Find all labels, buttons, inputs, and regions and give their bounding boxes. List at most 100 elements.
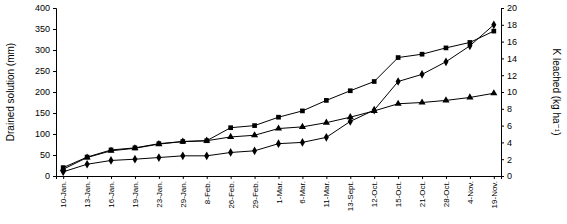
marker <box>395 100 402 106</box>
tick-mark <box>494 176 495 179</box>
tick: 250 <box>35 66 56 76</box>
marker <box>228 125 233 130</box>
tick: 300 <box>35 45 56 55</box>
tick-mark <box>53 113 56 114</box>
marker <box>490 89 497 95</box>
marker <box>372 106 377 115</box>
tick-mark <box>53 29 56 30</box>
tick-mark <box>53 134 56 135</box>
tick-label: 200 <box>35 87 50 97</box>
marker <box>107 147 114 153</box>
y-axis-title: Drained solution (mm) <box>5 43 16 141</box>
tick-label: 150 <box>35 108 50 118</box>
tick: 16-Jan. <box>107 176 116 208</box>
tick: 13-Sept. <box>346 176 355 211</box>
tick: 100 <box>35 129 56 139</box>
tick-mark <box>501 25 504 26</box>
tick-mark <box>501 92 504 93</box>
tick-mark <box>501 126 504 127</box>
tick: 400 <box>35 3 56 13</box>
tick-label: 50 <box>40 150 50 160</box>
tick-mark <box>53 155 56 156</box>
marker <box>372 79 377 84</box>
marker <box>300 109 305 114</box>
tick-mark <box>350 176 351 179</box>
tick: 26-Feb. <box>227 176 236 209</box>
marker <box>467 41 472 50</box>
tick-mark <box>501 75 504 76</box>
y2-axis-title: K leached (kg ha⁻¹) <box>551 49 562 136</box>
tick: 350 <box>35 24 56 34</box>
y2-axis-line <box>502 9 505 177</box>
tick-label: 2 <box>507 155 512 165</box>
tick-mark <box>470 176 471 179</box>
tick-label: 15-Oct. <box>394 181 403 207</box>
tick-mark <box>231 176 232 179</box>
x-axis-line <box>57 177 502 180</box>
y2-axis: 02468101214161820 <box>501 3 517 181</box>
tick-label: 1-Mar. <box>275 181 284 204</box>
tick-label: 0 <box>507 171 512 181</box>
marker <box>299 123 306 129</box>
marker <box>348 88 353 93</box>
tick: 150 <box>35 108 56 118</box>
tick-mark <box>255 176 256 179</box>
tick-label: 11-Mar. <box>322 181 331 208</box>
tick-label: 13-Sept. <box>346 181 355 211</box>
tick-label: 0 <box>45 171 50 181</box>
tick-label: 16 <box>507 37 517 47</box>
marker <box>324 133 329 142</box>
tick-mark <box>111 176 112 179</box>
tick-mark <box>422 176 423 179</box>
tick-label: 19-Nov. <box>490 181 499 208</box>
marker <box>396 77 401 86</box>
tick-mark <box>53 176 56 177</box>
tick-label: 16-Jan. <box>107 181 116 208</box>
tick-mark <box>207 176 208 179</box>
tick-label: 12 <box>507 71 517 81</box>
tick: 11-Mar. <box>322 176 331 208</box>
tick-label: 14 <box>507 54 517 64</box>
tick: 50 <box>40 150 56 160</box>
tick: 6 <box>501 121 512 131</box>
marker <box>251 131 258 137</box>
tick-label: 13-Jan. <box>83 181 92 208</box>
tick: 6-Mar. <box>298 176 307 204</box>
tick: 23-Jan. <box>155 176 164 208</box>
chart: 10-Jan. 13-Jan. 16-Jan. 19-Jan. 23-Jan. 29-Ja… <box>0 0 567 224</box>
tick: 29-Jan. <box>179 176 188 208</box>
tick-mark <box>53 92 56 93</box>
tick-mark <box>53 8 56 9</box>
marker <box>348 117 353 126</box>
tick-label: 8-Feb. <box>203 181 212 204</box>
tick: 0 <box>45 171 56 181</box>
tick: 14 <box>501 54 517 64</box>
marker <box>204 151 209 160</box>
tick: 200 <box>35 87 56 97</box>
marker <box>466 93 473 99</box>
tick-mark <box>374 176 375 179</box>
tick: 21-Oct. <box>418 176 427 207</box>
tick-label: 19-Jan. <box>131 181 140 208</box>
marker <box>276 139 281 148</box>
tick-mark <box>501 58 504 59</box>
marker <box>109 156 114 165</box>
tick-mark <box>135 176 136 179</box>
tick: 29-Feb. <box>251 176 260 209</box>
tick: 8-Feb. <box>203 176 212 204</box>
marker <box>442 96 449 102</box>
tick-label: 350 <box>35 24 50 34</box>
tick: 10 <box>501 87 517 97</box>
tick-label: 29-Jan. <box>179 181 188 208</box>
tick: 2 <box>501 155 512 165</box>
tick-label: 300 <box>35 45 50 55</box>
tick-label: 10-Jan. <box>59 181 68 208</box>
tick: 8 <box>501 104 512 114</box>
tick-mark <box>302 176 303 179</box>
tick: 16 <box>501 37 517 47</box>
tick-mark <box>501 176 504 177</box>
tick: 18 <box>501 20 517 30</box>
marker <box>155 140 162 146</box>
marker <box>179 137 186 143</box>
x-axis: 10-Jan. 13-Jan. 16-Jan. 19-Jan. 23-Jan. 29-Ja… <box>57 176 502 211</box>
